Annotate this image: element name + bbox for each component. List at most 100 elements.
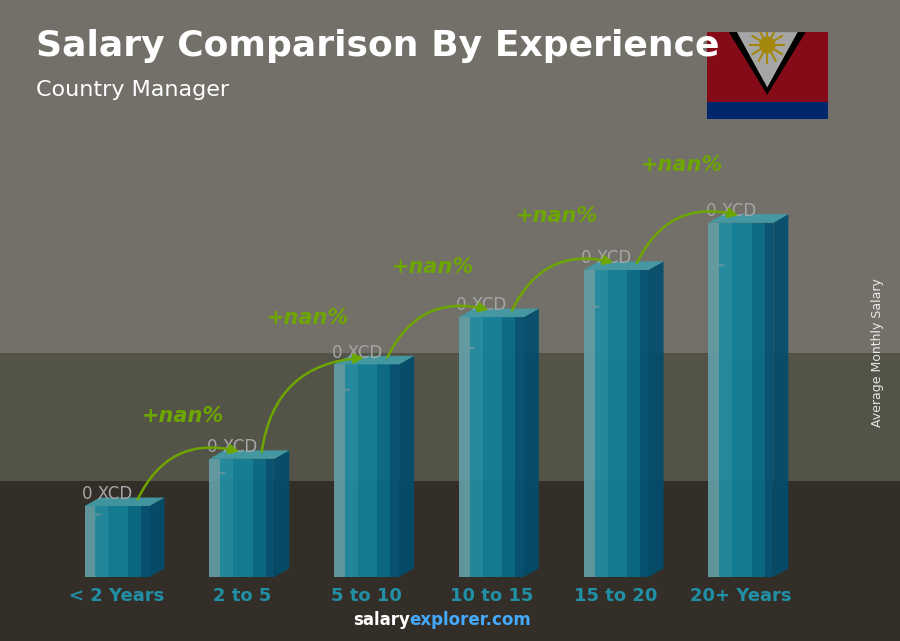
Bar	[756, 222, 759, 577]
Bar	[518, 317, 519, 577]
Circle shape	[760, 37, 776, 54]
Bar	[508, 317, 511, 577]
Bar	[115, 506, 117, 577]
Bar	[522, 317, 524, 577]
Bar	[337, 364, 338, 577]
Bar	[395, 364, 397, 577]
Bar	[635, 270, 638, 577]
Bar	[754, 222, 756, 577]
Bar	[122, 506, 123, 577]
Bar	[268, 459, 270, 577]
Text: +nan%: +nan%	[641, 155, 724, 175]
Bar	[377, 364, 380, 577]
Bar	[210, 459, 212, 577]
Polygon shape	[149, 497, 165, 577]
Bar	[597, 270, 599, 577]
Bar	[261, 459, 264, 577]
Bar	[741, 222, 743, 577]
Bar	[747, 222, 750, 577]
Bar	[609, 270, 612, 577]
Bar	[640, 270, 643, 577]
Bar	[736, 222, 739, 577]
Bar	[750, 222, 751, 577]
Polygon shape	[706, 32, 828, 119]
Polygon shape	[737, 32, 797, 87]
Text: +nan%: +nan%	[266, 308, 349, 328]
Bar	[642, 270, 644, 577]
Bar	[461, 317, 464, 577]
Bar	[733, 222, 734, 577]
Circle shape	[593, 306, 600, 308]
Bar	[752, 222, 754, 577]
Bar	[474, 317, 476, 577]
Bar	[126, 506, 128, 577]
Bar	[345, 364, 347, 577]
Circle shape	[344, 388, 350, 391]
Bar	[257, 459, 259, 577]
Bar	[244, 459, 247, 577]
Bar	[646, 270, 649, 577]
Bar	[513, 317, 516, 577]
Bar	[145, 506, 148, 577]
Bar	[595, 270, 597, 577]
Bar	[706, 102, 828, 119]
Bar	[85, 506, 87, 577]
Bar	[496, 317, 498, 577]
Bar	[134, 506, 137, 577]
Polygon shape	[708, 214, 788, 222]
Bar	[371, 364, 373, 577]
Bar	[106, 506, 109, 577]
Bar	[767, 222, 770, 577]
Text: +nan%: +nan%	[392, 257, 473, 277]
Bar	[603, 270, 606, 577]
Bar	[631, 270, 634, 577]
Bar	[347, 364, 349, 577]
Bar	[334, 364, 337, 577]
Bar	[719, 222, 722, 577]
Bar	[608, 270, 610, 577]
Bar	[730, 222, 733, 577]
Text: 0 XCD: 0 XCD	[82, 485, 132, 503]
Bar	[465, 317, 468, 577]
Bar	[366, 364, 369, 577]
Text: Salary Comparison By Experience: Salary Comparison By Experience	[36, 29, 719, 63]
Bar	[487, 317, 490, 577]
Bar	[231, 459, 233, 577]
Bar	[139, 506, 141, 577]
Polygon shape	[85, 497, 165, 506]
Bar	[634, 270, 635, 577]
Bar	[143, 506, 145, 577]
Bar	[102, 506, 104, 577]
Bar	[493, 317, 496, 577]
Bar	[464, 317, 465, 577]
Text: 0 XCD: 0 XCD	[207, 438, 257, 456]
Bar	[239, 459, 242, 577]
Bar	[715, 222, 717, 577]
Bar	[100, 506, 102, 577]
Bar	[272, 459, 274, 577]
Bar	[358, 364, 360, 577]
Bar	[504, 317, 507, 577]
Bar	[259, 459, 262, 577]
Bar	[111, 506, 112, 577]
Bar	[220, 459, 222, 577]
Bar	[771, 222, 773, 577]
Bar	[728, 222, 730, 577]
Bar	[769, 222, 771, 577]
Bar	[247, 459, 248, 577]
Polygon shape	[773, 214, 788, 577]
Bar	[515, 317, 518, 577]
Bar	[511, 317, 513, 577]
Bar	[117, 506, 120, 577]
Bar	[470, 317, 472, 577]
Bar	[375, 364, 378, 577]
Circle shape	[469, 347, 475, 349]
Text: Country Manager: Country Manager	[36, 80, 230, 100]
Bar	[97, 506, 100, 577]
Text: +nan%: +nan%	[142, 406, 224, 426]
Bar	[734, 222, 737, 577]
Bar	[745, 222, 748, 577]
Polygon shape	[649, 262, 663, 577]
Bar	[356, 364, 358, 577]
Bar	[459, 317, 461, 577]
